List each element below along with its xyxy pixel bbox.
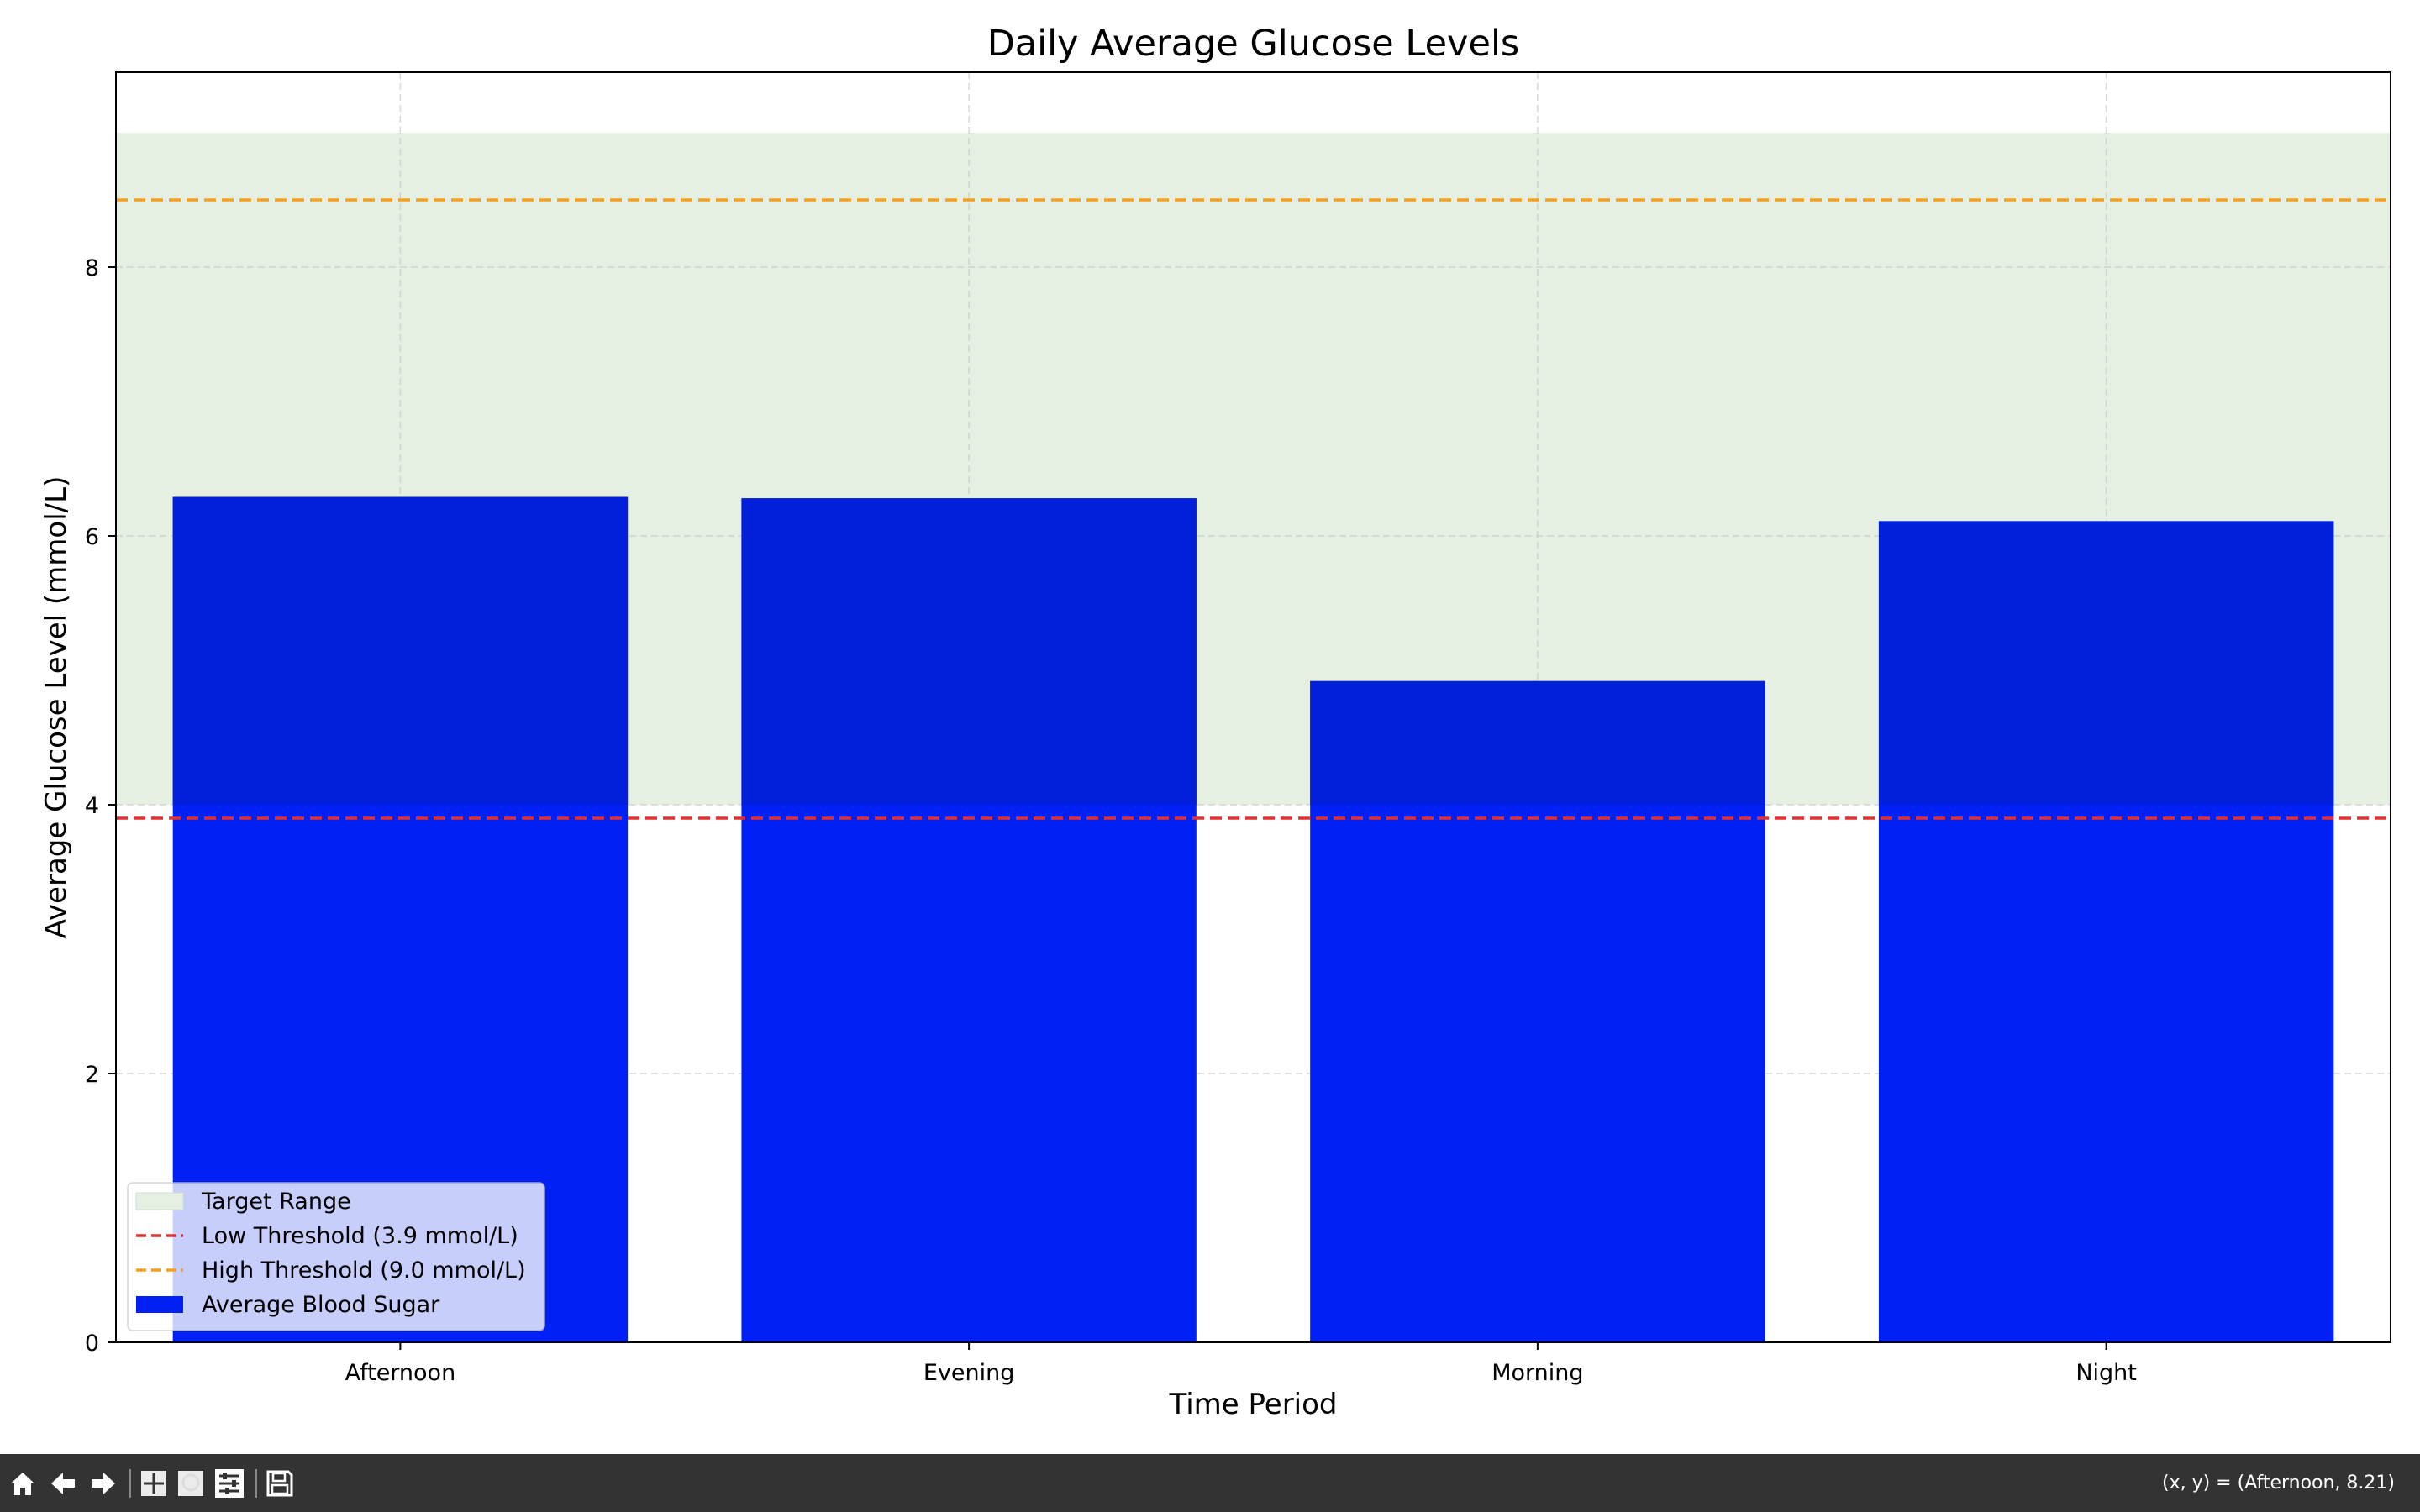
legend-entry: Target Range	[135, 1189, 351, 1215]
x-tick-label: Afternoon	[345, 1360, 456, 1386]
x-tick-label: Night	[2075, 1360, 2137, 1386]
configure-icon	[215, 1469, 244, 1498]
bar	[1310, 680, 1765, 1342]
legend-swatch-target-range	[135, 1192, 184, 1210]
bar	[741, 498, 1197, 1342]
configure-button[interactable]	[212, 1466, 247, 1501]
save-button[interactable]	[262, 1466, 297, 1501]
forward-icon	[92, 1473, 115, 1494]
legend-label: Low Threshold (3.9 mmol/L)	[202, 1223, 518, 1249]
legend-swatch-bar	[136, 1296, 183, 1313]
bar-in-range	[741, 498, 1197, 805]
legend-entry: Low Threshold (3.9 mmol/L)	[136, 1223, 518, 1249]
toolbar-separator	[129, 1469, 131, 1498]
legend-entry: High Threshold (9.0 mmol/L)	[136, 1257, 526, 1284]
y-tick-label: 4	[85, 793, 99, 819]
pan-icon	[141, 1471, 166, 1496]
bar	[1878, 521, 2334, 1342]
home-icon	[11, 1473, 34, 1495]
y-tick-label: 2	[85, 1062, 99, 1088]
legend-box	[127, 1182, 545, 1331]
plot-frame	[115, 71, 2391, 1343]
back-button[interactable]	[45, 1466, 81, 1501]
save-icon	[266, 1470, 293, 1497]
y-tick-label: 6	[85, 524, 99, 550]
home-button[interactable]	[5, 1466, 40, 1501]
legend-label: High Threshold (9.0 mmol/L)	[202, 1257, 526, 1284]
x-tick-label: Morning	[1491, 1360, 1583, 1386]
coordinate-readout: (x, y) = (Afternoon, 8.21)	[2162, 1473, 2395, 1494]
legend-label: Target Range	[201, 1189, 351, 1215]
zoom-icon	[178, 1471, 203, 1496]
forward-button[interactable]	[86, 1466, 121, 1501]
bar-in-range	[172, 496, 629, 805]
figure: 0 2 4 6 8 Afternoon Evening Morning Night Daily…	[39, 23, 2391, 1421]
zoom-button[interactable]	[173, 1466, 208, 1501]
toolbar: (x, y) = (Afternoon, 8.21)	[0, 1454, 2420, 1512]
x-axis-label: Time Period	[1168, 1388, 1337, 1421]
legend-entry: Average Blood Sugar	[136, 1292, 440, 1318]
legend: Target Range Low Threshold (3.9 mmol/L) Hi…	[127, 1182, 545, 1331]
y-tick-label: 8	[85, 255, 99, 281]
y-axis-label: Average Glucose Level (mmol/L)	[39, 476, 73, 939]
pan-button[interactable]	[136, 1466, 171, 1501]
legend-label: Average Blood Sugar	[202, 1292, 440, 1318]
chart-title: Daily Average Glucose Levels	[987, 23, 1520, 65]
bar-in-range	[1310, 680, 1765, 805]
back-icon	[51, 1473, 75, 1494]
x-tick-label: Evening	[923, 1360, 1015, 1386]
bar-in-range	[1878, 521, 2334, 805]
toolbar-separator	[255, 1469, 257, 1498]
y-tick-label: 0	[85, 1331, 99, 1357]
bar-chart: 0 2 4 6 8 Afternoon Evening Morning Night Daily…	[39, 23, 2391, 1421]
